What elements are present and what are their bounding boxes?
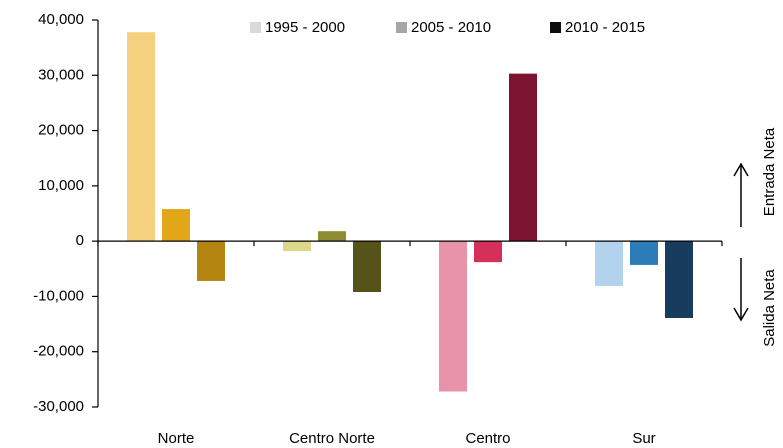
bar [630, 241, 658, 265]
legend-label: 1995 - 2000 [265, 19, 345, 36]
y-tick-label: 0 [76, 232, 84, 249]
y-tick-label: 10,000 [38, 177, 84, 194]
legend-swatch [396, 22, 407, 33]
y-tick-label: 40,000 [38, 11, 84, 28]
bar [197, 241, 225, 281]
x-tick-label: Centro Norte [289, 430, 375, 447]
bar [162, 209, 190, 242]
bar [318, 231, 346, 242]
bar [283, 241, 311, 252]
arrow-down [733, 258, 749, 322]
bar [439, 241, 467, 392]
annotation: Salida Neta [761, 269, 778, 347]
y-tick-label: 20,000 [38, 122, 84, 139]
annotation: Entrada Neta [761, 127, 778, 216]
bar [474, 241, 502, 263]
y-tick-label: 30,000 [38, 66, 84, 83]
legend-label: 2010 - 2015 [565, 19, 645, 36]
x-tick-label: Norte [158, 430, 195, 447]
legend-label: 2005 - 2010 [411, 19, 491, 36]
bar [595, 241, 623, 286]
y-tick-label: -30,000 [33, 398, 84, 415]
legend-swatch [550, 22, 561, 33]
arrow-up [733, 162, 749, 227]
x-tick-label: Sur [632, 430, 655, 447]
y-tick-label: -20,000 [33, 343, 84, 360]
bar [353, 241, 381, 293]
y-tick-label: -10,000 [33, 287, 84, 304]
legend-swatch [250, 22, 261, 33]
bar [127, 32, 155, 242]
x-tick-label: Centro [465, 430, 510, 447]
bar [665, 241, 693, 318]
bar [509, 73, 537, 242]
